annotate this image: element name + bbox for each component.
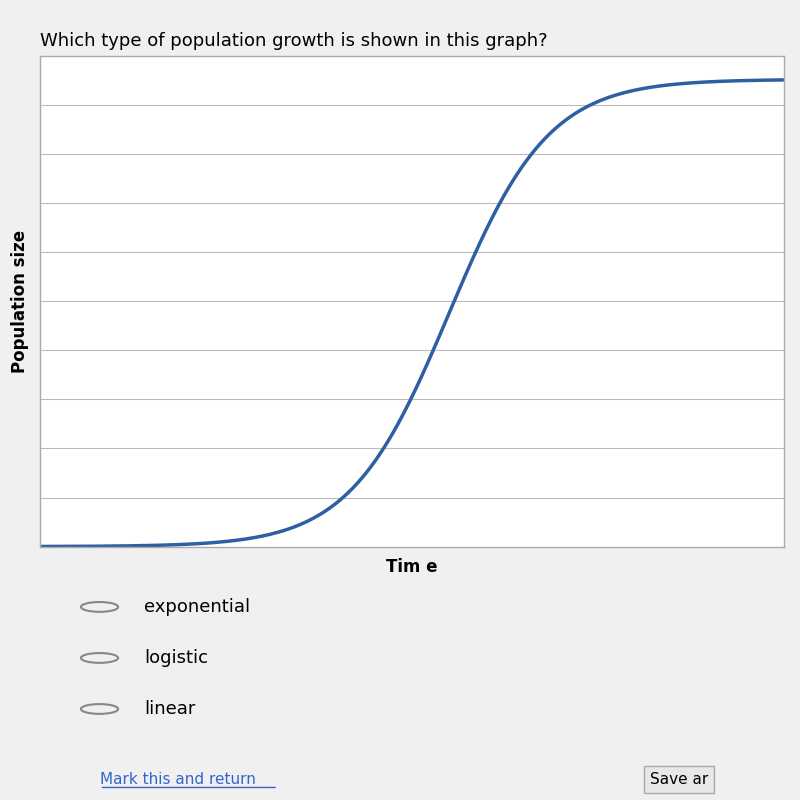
Text: exponential: exponential [144, 598, 250, 616]
X-axis label: Tim e: Tim e [386, 558, 438, 576]
Text: linear: linear [144, 700, 195, 718]
Text: logistic: logistic [144, 649, 208, 667]
Y-axis label: Population size: Population size [11, 230, 29, 373]
Text: Which type of population growth is shown in this graph?: Which type of population growth is shown… [40, 32, 548, 50]
Text: Save ar: Save ar [650, 772, 708, 787]
Text: Mark this and return: Mark this and return [99, 772, 255, 787]
